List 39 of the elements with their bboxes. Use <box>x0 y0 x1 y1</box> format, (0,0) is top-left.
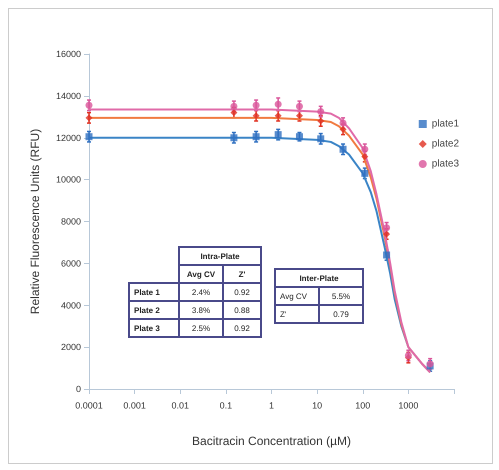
annotation: 2.4% <box>179 283 223 301</box>
annotation: 0.79 <box>319 305 363 323</box>
x-tick-label: 0.1 <box>220 400 232 410</box>
annotation: Inter-Plate <box>275 269 363 287</box>
x-tick-label: 0.0001 <box>75 400 103 410</box>
x-axis-title: Bacitracin Concentration (µM) <box>192 434 351 448</box>
annotation: 3.8% <box>179 301 223 319</box>
annotation: Plate 2 <box>129 301 179 319</box>
y-tick-label: 14000 <box>56 90 81 101</box>
annotation: Plate 1 <box>129 283 179 301</box>
annotation: Avg CV <box>275 287 319 305</box>
x-tick-label: 1000 <box>398 400 418 410</box>
x-tick-label: 1 <box>268 400 274 410</box>
annotation: Intra-Plate <box>179 247 261 265</box>
y-tick-label: 12000 <box>56 132 81 143</box>
legend-label: plate1 <box>432 118 460 130</box>
y-axis-title: Relative Fluorescence Units (RFU) <box>28 128 42 314</box>
legend-label: plate2 <box>432 138 460 150</box>
annotation: Z' <box>275 305 319 323</box>
y-tick-label: 6000 <box>60 258 81 268</box>
x-tick-label: 10 <box>312 400 322 410</box>
annotation: Avg CV <box>179 265 223 283</box>
annotation: 2.5% <box>179 319 223 337</box>
legend-label: plate3 <box>432 158 460 170</box>
x-tick-label: 0.001 <box>123 400 146 410</box>
annotation: Plate 3 <box>129 319 179 337</box>
y-tick-label: 0 <box>76 384 81 394</box>
x-tick-label: 100 <box>355 400 370 410</box>
y-tick-label: 8000 <box>60 216 81 226</box>
y-tick-label: 16000 <box>56 49 81 59</box>
y-tick-label: 2000 <box>60 342 81 352</box>
y-tick-label: 10000 <box>56 174 81 185</box>
annotation: 0.92 <box>223 283 261 301</box>
y-tick-label: 4000 <box>60 300 81 310</box>
x-tick-label: 0.01 <box>171 400 190 410</box>
annotation: 0.88 <box>223 301 261 319</box>
annotation: 0.92 <box>223 319 261 337</box>
annotation: Z' <box>223 265 261 283</box>
annotation: 5.5% <box>319 287 363 305</box>
